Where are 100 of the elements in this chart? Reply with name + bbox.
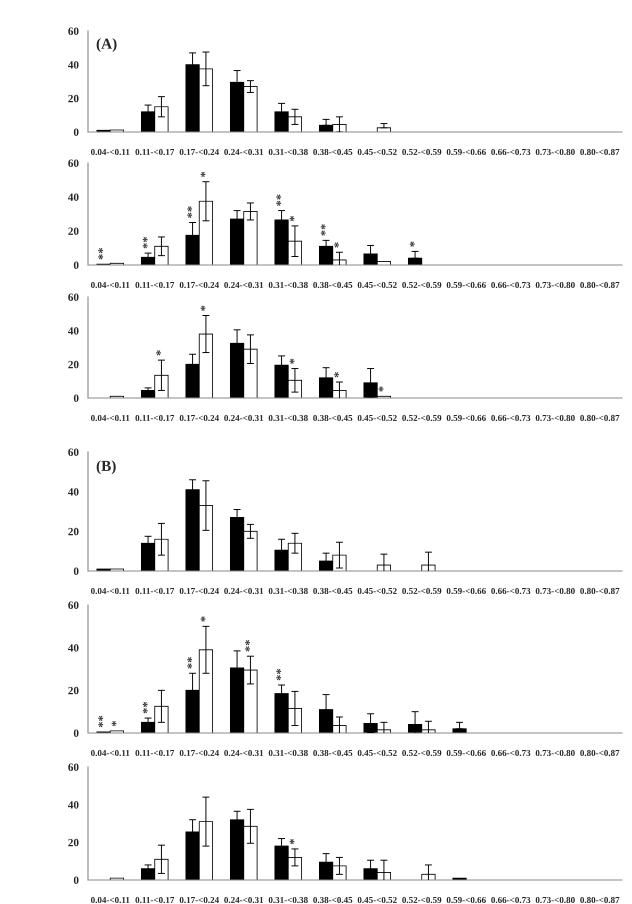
annotation: *: [200, 616, 206, 622]
y-tick-label: 40: [68, 488, 79, 496]
x-tick-label: 0.52-<0.59: [402, 896, 442, 904]
x-tick-label: 0.11-<0.17: [135, 282, 174, 288]
x-tick-label: 0.66-<0.73: [491, 896, 530, 904]
x-tick-label: 0.52-<0.59: [402, 588, 442, 594]
annotation: **: [276, 194, 282, 206]
y-tick-label: 20: [68, 686, 79, 694]
annotation: (A): [96, 38, 117, 52]
y-tick-label: 40: [68, 644, 79, 652]
x-tick-label: 0.66-<0.73: [491, 148, 530, 156]
x-tick-label: 0.24-<0.31: [224, 414, 264, 422]
x-tick-label: 0.66-<0.73: [491, 750, 530, 756]
annotation: *: [200, 172, 206, 178]
x-tick-label: 0.24-<0.31: [224, 282, 264, 288]
x-tick-label: 0.73-<0.80: [536, 148, 575, 156]
y-tick-label: 60: [68, 601, 79, 609]
x-tick-label: 0.04-<0.11: [90, 896, 130, 904]
y-tick-label: 0: [74, 394, 79, 402]
x-tick-label: 0.31-<0.38: [268, 750, 308, 756]
x-tick-label: 0.45-<0.52: [358, 414, 397, 422]
x-tick-label: 0.52-<0.59: [402, 148, 442, 156]
x-tick-label: 0.38-<0.45: [313, 750, 352, 756]
annotation: *: [410, 242, 415, 247]
x-tick-label: 0.80-<0.87: [580, 896, 620, 904]
x-tick-label: 0.59-<0.66: [446, 588, 486, 594]
x-tick-label: 0.66-<0.73: [491, 588, 530, 594]
x-tick-label: 0.24-<0.31: [224, 750, 264, 756]
x-tick-label: 0.24-<0.31: [224, 896, 264, 904]
annotation: **: [276, 668, 282, 680]
y-tick-label: 0: [74, 729, 79, 737]
y-tick-label: 60: [68, 293, 79, 301]
y-tick-label: 40: [68, 193, 79, 201]
annotation: *: [112, 720, 116, 726]
x-tick-label: 0.38-<0.45: [313, 588, 352, 594]
x-tick-label: 0.04-<0.11: [90, 148, 130, 156]
x-tick-label: 0.59-<0.66: [446, 414, 486, 422]
x-tick-label: 0.04-<0.11: [90, 750, 130, 756]
x-tick-label: 0.80-<0.87: [580, 414, 620, 422]
x-tick-label: 0.38-<0.45: [313, 414, 352, 422]
x-tick-label: 0.80-<0.87: [580, 148, 620, 156]
x-tick-label: 0.24-<0.31: [224, 148, 264, 156]
x-tick-label: 0.59-<0.66: [446, 148, 486, 156]
x-tick-label: 0.04-<0.11: [90, 414, 130, 422]
annotation: **: [98, 716, 104, 728]
annotation: **: [320, 224, 326, 236]
y-tick-label: 20: [68, 360, 79, 368]
y-tick-label: 40: [68, 327, 79, 335]
x-tick-label: 0.31-<0.38: [268, 896, 308, 904]
y-tick-label: 60: [68, 763, 79, 771]
y-tick-label: 60: [68, 448, 79, 456]
annotation: *: [156, 350, 161, 356]
annotation: **: [142, 236, 148, 248]
x-tick-label: 0.24-<0.31: [224, 588, 264, 594]
y-tick-label: 40: [68, 801, 79, 809]
annotation: **: [187, 206, 192, 218]
y-tick-label: 60: [68, 27, 79, 35]
x-tick-label: 0.17-<0.24: [180, 282, 219, 288]
annotation: *: [200, 306, 206, 311]
y-tick-label: 0: [74, 128, 79, 136]
x-tick-label: 0.11-<0.17: [135, 588, 174, 594]
x-tick-label: 0.45-<0.52: [358, 282, 397, 288]
x-tick-label: 0.52-<0.59: [402, 282, 442, 288]
x-tick-label: 0.04-<0.11: [90, 588, 130, 594]
annotation: **: [187, 657, 192, 669]
x-tick-label: 0.17-<0.24: [180, 148, 219, 156]
x-tick-label: 0.66-<0.73: [491, 282, 530, 288]
y-tick-label: 60: [68, 159, 79, 167]
x-tick-label: 0.04-<0.11: [90, 282, 130, 288]
annotation: *: [290, 839, 294, 844]
x-tick-label: 0.38-<0.45: [313, 282, 352, 288]
annotation: **: [98, 248, 104, 260]
x-tick-label: 0.59-<0.66: [446, 750, 486, 756]
x-tick-label: 0.45-<0.52: [358, 588, 397, 594]
x-tick-label: 0.52-<0.59: [402, 750, 442, 756]
x-tick-label: 0.80-<0.87: [580, 282, 620, 288]
x-tick-label: 0.31-<0.38: [268, 414, 308, 422]
x-tick-label: 0.73-<0.80: [536, 588, 575, 594]
x-tick-label: 0.38-<0.45: [313, 148, 352, 156]
x-tick-label: 0.11-<0.17: [135, 148, 174, 156]
x-tick-label: 0.31-<0.38: [268, 148, 308, 156]
x-tick-label: 0.45-<0.52: [358, 148, 397, 156]
x-tick-label: 0.80-<0.87: [580, 588, 620, 594]
annotation: *: [290, 216, 294, 222]
y-tick-label: 20: [68, 838, 79, 846]
y-tick-label: 20: [68, 94, 79, 102]
x-tick-label: 0.80-<0.87: [580, 750, 620, 756]
x-tick-label: 0.31-<0.38: [268, 588, 308, 594]
x-tick-label: 0.17-<0.24: [180, 896, 219, 904]
y-tick-label: 40: [68, 61, 79, 69]
x-tick-label: 0.11-<0.17: [135, 750, 174, 756]
x-tick-label: 0.45-<0.52: [358, 750, 397, 756]
x-tick-label: 0.17-<0.24: [180, 750, 219, 756]
x-tick-label: 0.73-<0.80: [536, 282, 575, 288]
y-tick-label: 20: [68, 528, 79, 536]
x-tick-label: 0.59-<0.66: [446, 282, 486, 288]
x-tick-label: 0.11-<0.17: [135, 414, 174, 422]
x-tick-label: 0.45-<0.52: [358, 896, 397, 904]
x-tick-label: 0.17-<0.24: [180, 588, 219, 594]
annotation: **: [245, 640, 250, 652]
